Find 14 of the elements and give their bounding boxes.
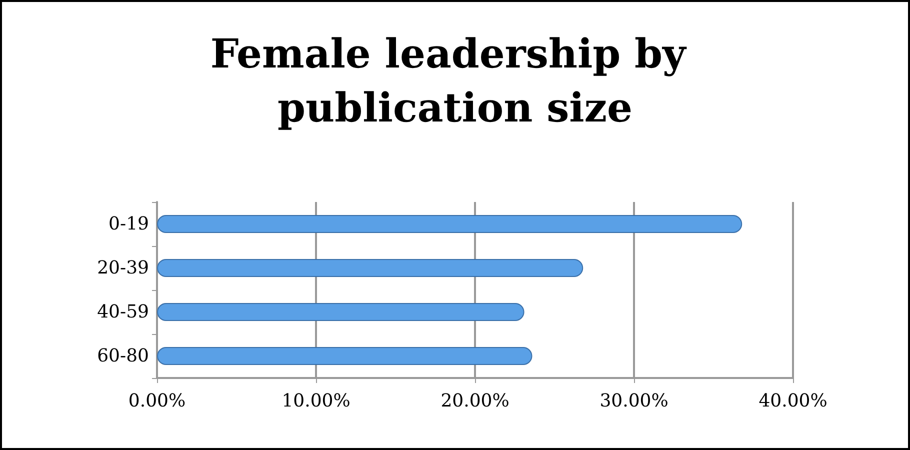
- x-tick-label: 0.00%: [128, 390, 186, 412]
- y-tick-label: 0-19: [108, 214, 149, 234]
- y-tick-label: 40-59: [97, 302, 149, 322]
- bar: [157, 347, 532, 365]
- x-tick-label: 40.00%: [758, 390, 828, 412]
- bar: [157, 215, 742, 233]
- bar: [157, 303, 524, 321]
- y-tick-label: 60-80: [97, 346, 149, 366]
- bar: [157, 259, 584, 277]
- y-tick-label: 20-39: [97, 258, 149, 278]
- x-tick-label: 20.00%: [440, 390, 510, 412]
- x-tick-label: 10.00%: [282, 390, 350, 412]
- x-tick-label: 30.00%: [600, 390, 668, 412]
- chart-title: Female leadership by publication size: [210, 30, 700, 132]
